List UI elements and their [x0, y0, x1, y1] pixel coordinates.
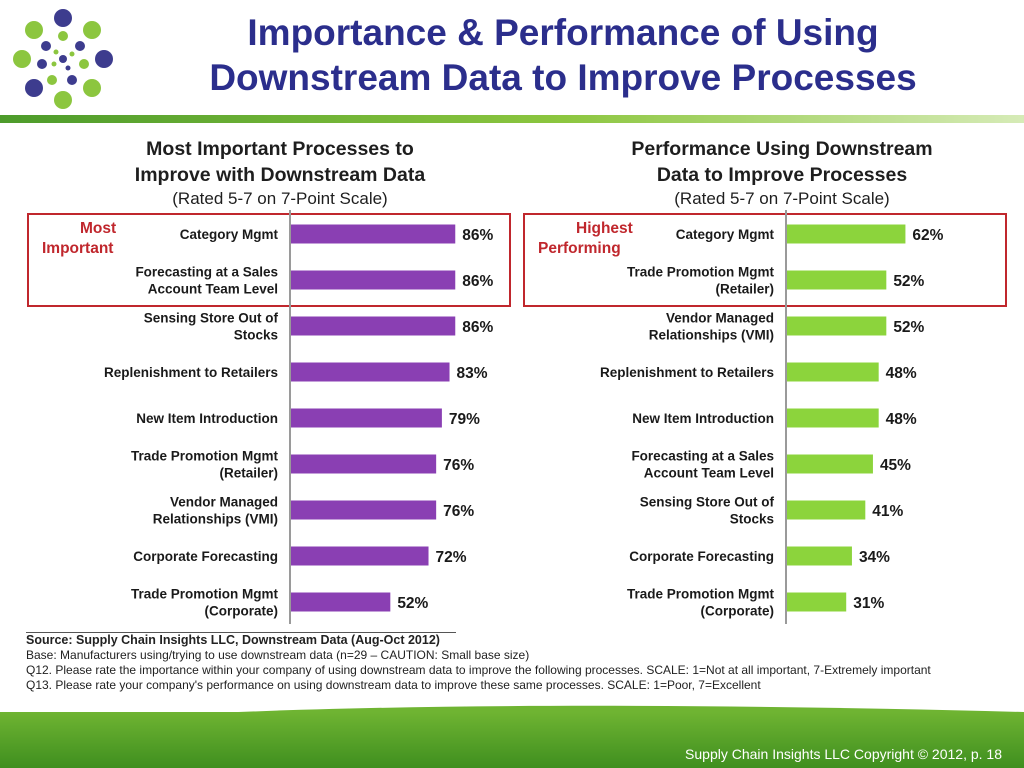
importance-category-label: Vendor Managed [170, 495, 278, 510]
performance-category-label: Stocks [730, 512, 774, 527]
page-title: Importance & Performance of Using Downst… [128, 10, 998, 100]
importance-bar [291, 316, 456, 336]
importance-bar [291, 408, 442, 428]
performance-category-label: Forecasting at a Sales [631, 449, 774, 464]
importance-bar [291, 454, 437, 474]
importance-value-label: 83% [457, 365, 488, 382]
footer-bar: Supply Chain Insights LLC Copyright © 20… [0, 712, 1024, 768]
page-title-line-1: Importance & Performance of Using [247, 12, 879, 53]
performance-highlight-label-line-1: Highest [576, 220, 633, 237]
importance-value-label: 52% [397, 595, 428, 612]
performance-value-label: 52% [893, 319, 924, 336]
performance-category-label: Corporate Forecasting [629, 549, 774, 564]
performance-highlight-label-line-2: Performing [538, 240, 621, 257]
performance-category-label: Trade Promotion Mgmt [627, 265, 775, 280]
importance-bar [291, 270, 456, 290]
importance-highlight-label-line-1: Most [80, 220, 116, 237]
right-chart-title-line-2: Data to Improve Processes [656, 164, 908, 186]
performance-category-label: Replenishment to Retailers [600, 365, 774, 380]
importance-category-label: Trade Promotion Mgmt [131, 587, 279, 602]
importance-value-label: 76% [443, 457, 474, 474]
footnote-base: Base: Manufacturers using/trying to use … [26, 648, 530, 662]
performance-bar [787, 316, 887, 336]
importance-bar [291, 592, 391, 612]
importance-bar [291, 546, 429, 566]
performance-bar-chart: Highest Performing Category Mgmt 62% Trade P… [523, 210, 1007, 624]
performance-category-label: New Item Introduction [632, 411, 774, 426]
importance-bar [291, 500, 437, 520]
importance-value-label: 76% [443, 503, 474, 520]
performance-value-label: 34% [859, 549, 890, 566]
importance-value-label: 72% [436, 549, 467, 566]
performance-bar [787, 224, 906, 244]
performance-bar [787, 362, 879, 382]
importance-value-label: 79% [449, 411, 480, 428]
left-chart-title-line-2: Improve with Downstream Data [134, 164, 426, 186]
left-chart-title-line-1: Most Important Processes to [146, 138, 414, 160]
importance-category-label: (Corporate) [205, 604, 279, 619]
performance-value-label: 31% [853, 595, 884, 612]
importance-highlight-box [27, 213, 511, 307]
importance-category-label: Account Team Level [148, 282, 278, 297]
importance-category-label: Corporate Forecasting [133, 549, 278, 564]
performance-value-label: 62% [912, 227, 943, 244]
footnote-q13: Q13. Please rate your company's performa… [26, 678, 761, 692]
left-chart-title: Most Important Processes to Improve with… [60, 136, 500, 188]
performance-bar [787, 592, 847, 612]
page-title-line-2: Downstream Data to Improve Processes [209, 57, 917, 98]
performance-category-label: Account Team Level [644, 466, 774, 481]
performance-category-label: Trade Promotion Mgmt [627, 587, 775, 602]
importance-value-label: 86% [462, 319, 493, 336]
performance-value-label: 48% [886, 365, 917, 382]
right-chart-title: Performance Using Downstream Data to Imp… [562, 136, 1002, 188]
importance-category-label: Trade Promotion Mgmt [131, 449, 279, 464]
right-chart-subtitle: (Rated 5-7 on 7-Point Scale) [674, 189, 890, 208]
importance-category-label: Replenishment to Retailers [104, 365, 278, 380]
importance-category-label: Category Mgmt [180, 227, 279, 242]
performance-bar [787, 500, 866, 520]
footnote-q12: Q12. Please rate the importance within y… [26, 663, 931, 677]
performance-value-label: 52% [893, 273, 924, 290]
performance-highlight-box [523, 213, 1007, 307]
performance-value-label: 45% [880, 457, 911, 474]
footnotes: Source: Supply Chain Insights LLC, Downs… [26, 633, 1016, 693]
footnote-source: Source: Supply Chain Insights LLC, Downs… [26, 633, 440, 647]
importance-bar [291, 362, 450, 382]
performance-bar [787, 546, 852, 566]
importance-category-label: Stocks [234, 328, 278, 343]
performance-bar [787, 454, 873, 474]
company-logo-icon [13, 9, 113, 109]
importance-value-label: 86% [462, 273, 493, 290]
importance-category-label: Relationships (VMI) [153, 512, 278, 527]
performance-category-label: Vendor Managed [666, 311, 774, 326]
performance-category-label: (Corporate) [701, 604, 775, 619]
left-chart-subtitle: (Rated 5-7 on 7-Point Scale) [172, 189, 388, 208]
performance-value-label: 41% [872, 503, 903, 520]
performance-value-label: 48% [886, 411, 917, 428]
performance-category-label: Sensing Store Out of [640, 495, 775, 510]
footer-copyright: Supply Chain Insights LLC Copyright © 20… [685, 746, 1002, 762]
right-chart-title-line-1: Performance Using Downstream [631, 138, 933, 160]
importance-value-label: 86% [462, 227, 493, 244]
title-divider [0, 115, 1024, 123]
performance-category-label: Category Mgmt [676, 227, 775, 242]
performance-bar [787, 408, 879, 428]
performance-category-label: Relationships (VMI) [649, 328, 774, 343]
importance-category-label: Forecasting at a Sales [135, 265, 278, 280]
performance-category-label: (Retailer) [715, 282, 774, 297]
importance-category-label: New Item Introduction [136, 411, 278, 426]
importance-category-label: Sensing Store Out of [144, 311, 279, 326]
footnote-divider [26, 632, 456, 633]
performance-bar [787, 270, 887, 290]
importance-category-label: (Retailer) [219, 466, 278, 481]
importance-bar [291, 224, 456, 244]
importance-highlight-label-line-2: Important [42, 240, 113, 257]
importance-bar-chart: Most Important Category Mgmt 86% Forecasting… [27, 210, 511, 624]
